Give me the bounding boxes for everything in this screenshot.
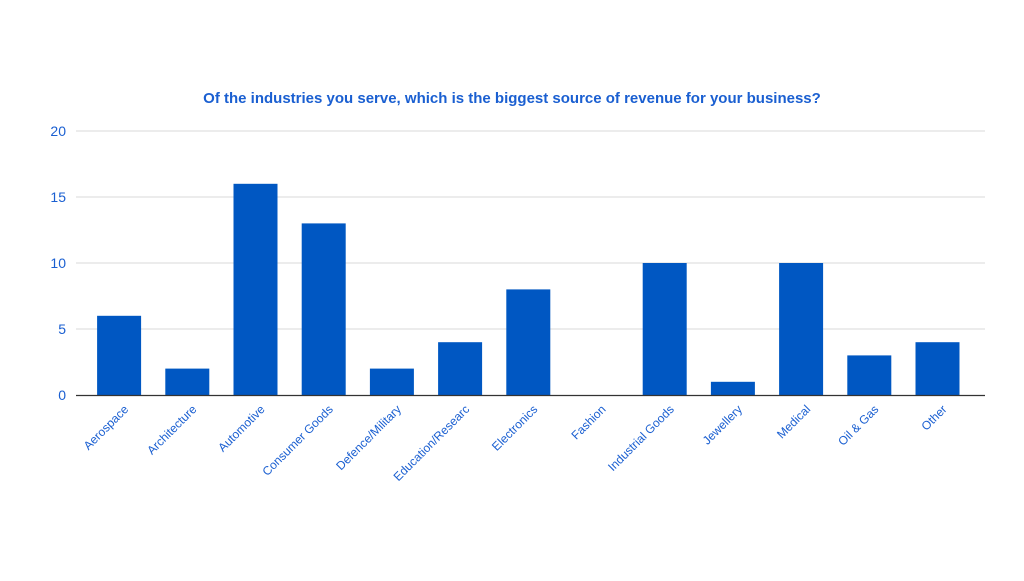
x-tick-label: Fashion xyxy=(569,402,609,442)
x-tick-label: Architecture xyxy=(144,402,199,457)
y-axis-ticks: 0 5 10 15 20 xyxy=(50,123,66,403)
x-tick-label: Aerospace xyxy=(81,402,132,453)
bar xyxy=(847,355,892,395)
x-tick-label: Medical xyxy=(774,402,813,441)
y-tick-label: 0 xyxy=(58,387,66,403)
y-tick-label: 15 xyxy=(50,189,66,205)
bar xyxy=(369,368,414,395)
x-tick-label: Oil & Gas xyxy=(835,402,881,448)
bar xyxy=(438,342,483,395)
bars xyxy=(97,183,960,395)
x-axis-labels: Aerospace Architecture AutomotiveConsumer … xyxy=(81,402,950,484)
x-tick-label: Consumer Goods xyxy=(259,402,335,478)
bar xyxy=(165,368,210,395)
y-tick-label: 10 xyxy=(50,255,66,271)
x-tick-label: Education/Researc xyxy=(391,402,473,484)
x-tick-label: Other xyxy=(918,402,949,433)
bar xyxy=(301,223,346,395)
y-tick-label: 20 xyxy=(50,123,66,139)
bar xyxy=(915,342,960,395)
x-tick-label: Electronics xyxy=(489,402,540,453)
bar xyxy=(97,315,142,395)
bar xyxy=(710,381,755,395)
x-tick-label: Jewellery xyxy=(700,402,745,447)
x-tick-label: Industrial Goods xyxy=(605,402,677,474)
bar xyxy=(506,289,551,395)
bar xyxy=(642,263,687,395)
x-tick-label: Defence/Military xyxy=(333,402,404,473)
bar xyxy=(233,183,278,395)
chart-title: Of the industries you serve, which is th… xyxy=(203,90,821,107)
x-tick-label: Automotive xyxy=(215,402,268,455)
y-tick-label: 5 xyxy=(58,321,66,337)
bar xyxy=(779,263,824,395)
